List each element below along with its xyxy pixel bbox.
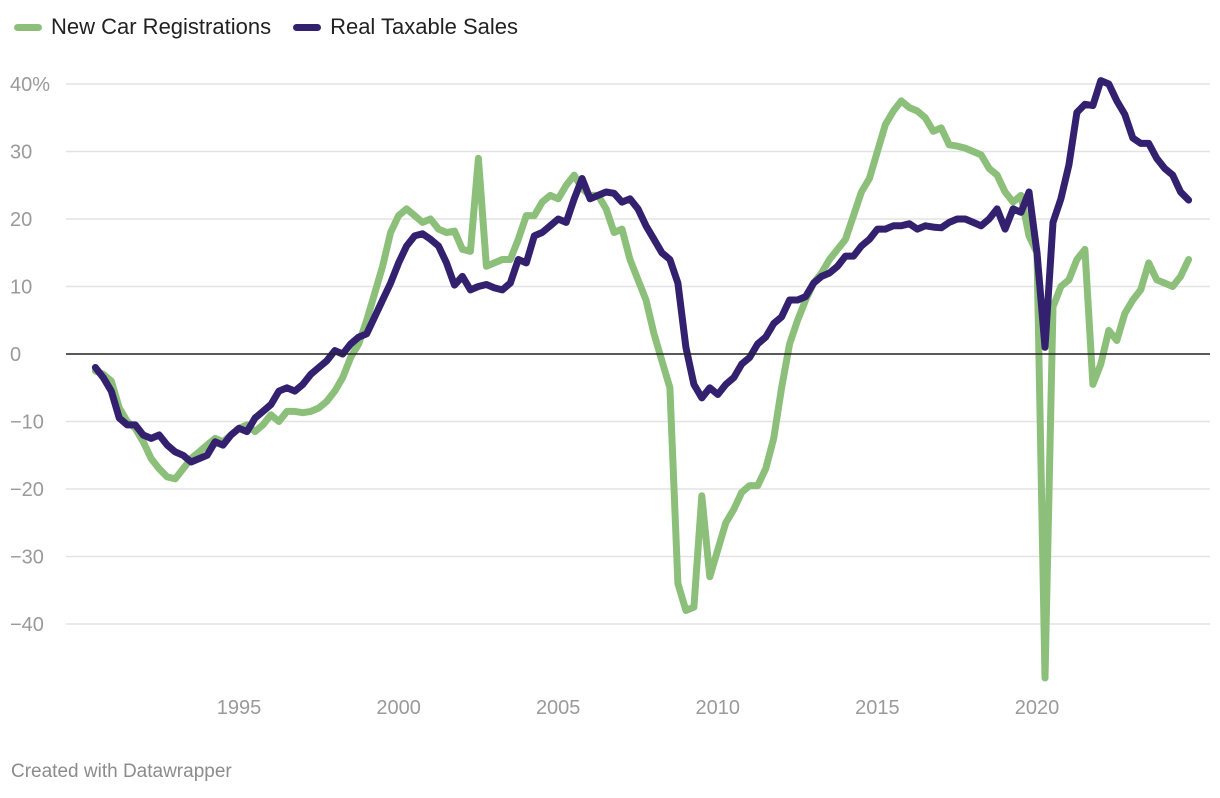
x-tick-label: 2020 — [1015, 697, 1060, 719]
y-tick-label: 20 — [10, 209, 32, 231]
x-tick-label: 2000 — [376, 697, 421, 719]
y-tick-label: 10 — [10, 277, 32, 299]
legend-swatch-real-taxable-sales — [293, 23, 322, 31]
x-tick-label: 1995 — [217, 697, 262, 719]
chart-legend: New Car Registrations Real Taxable Sales — [14, 14, 518, 40]
y-tick-label: −20 — [10, 479, 44, 501]
x-tick-label: 2010 — [696, 697, 741, 719]
legend-item-real-taxable-sales: Real Taxable Sales — [293, 14, 518, 40]
y-tick-label: 40% — [10, 74, 50, 96]
y-tick-label: −10 — [10, 412, 44, 434]
series-line-real-taxable-sales — [91, 77, 1193, 466]
chart-credit: Created with Datawrapper — [11, 761, 232, 782]
y-tick-label: −40 — [10, 614, 44, 636]
legend-swatch-new-car-registrations — [14, 23, 42, 31]
legend-item-new-car-registrations: New Car Registrations — [14, 14, 271, 40]
y-tick-label: 30 — [10, 142, 32, 164]
y-tick-label: −30 — [10, 547, 44, 569]
legend-label-new-car-registrations: New Car Registrations — [51, 14, 272, 39]
x-tick-label: 2005 — [536, 697, 581, 719]
series-line-new-car-registrations — [91, 97, 1193, 682]
x-tick-label: 2015 — [855, 697, 900, 719]
legend-label-real-taxable-sales: Real Taxable Sales — [330, 14, 519, 39]
y-tick-label: 0 — [10, 344, 21, 366]
